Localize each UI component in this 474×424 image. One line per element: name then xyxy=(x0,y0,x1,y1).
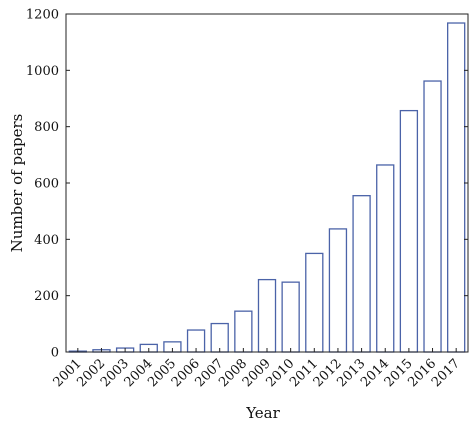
bar-2015 xyxy=(399,109,419,353)
bar-2008 xyxy=(234,310,253,353)
bar-2017 xyxy=(447,22,466,353)
y-tick-label-400: 400 xyxy=(34,233,59,248)
y-tick-label-800: 800 xyxy=(34,120,59,135)
bars-group xyxy=(68,22,466,353)
x-axis-ticks: 2001200220032004200520062007200820092010… xyxy=(51,348,463,390)
y-tick-label-1200: 1200 xyxy=(26,8,59,23)
bar-2013 xyxy=(352,195,371,353)
bar-2016 xyxy=(423,80,442,353)
x-axis-title: Year xyxy=(245,404,280,422)
y-tick-label-600: 600 xyxy=(34,177,59,192)
y-axis-title: Number of papers xyxy=(8,114,26,253)
plot-frame xyxy=(65,13,469,353)
bar-2010 xyxy=(281,281,300,353)
bar-2007 xyxy=(210,322,229,353)
y-tick-label-200: 200 xyxy=(34,289,59,304)
x-tick-label-2017: 2017 xyxy=(429,356,463,390)
bar-2012 xyxy=(328,228,348,353)
bar-2011 xyxy=(305,252,324,353)
y-tick-label-0: 0 xyxy=(51,346,59,361)
bar-2014 xyxy=(376,164,395,353)
bar-2009 xyxy=(257,278,277,353)
y-tick-label-1000: 1000 xyxy=(26,64,59,79)
